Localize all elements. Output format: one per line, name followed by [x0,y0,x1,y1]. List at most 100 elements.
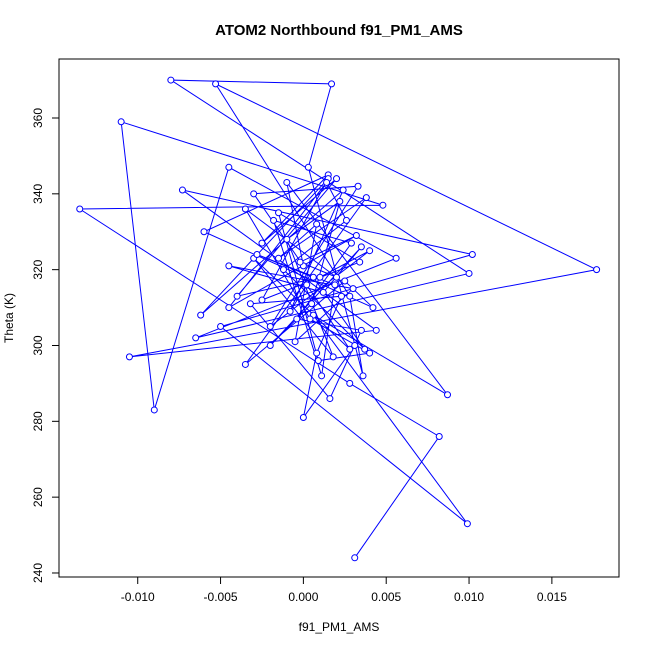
data-point [319,288,327,296]
data-point [293,315,301,323]
data-point [435,432,443,440]
data-point [167,76,175,84]
data-point [291,338,299,346]
data-point [333,273,341,281]
data-point [328,80,336,88]
data-point [309,273,317,281]
data-point [313,349,321,357]
y-tick-label: 340 [31,183,45,203]
data-point [241,360,249,368]
data-point [339,186,347,194]
y-axis: 240 260 280 300 320 340 360 [31,108,60,583]
y-tick-label: 300 [31,335,45,355]
data-point [366,247,374,255]
data-point [326,395,334,403]
data-point [316,273,324,281]
data-point [266,341,274,349]
data-point [212,80,220,88]
data-point [356,258,364,266]
data-point [593,266,601,274]
data-point [246,300,254,308]
data-point [362,194,370,202]
data-point [225,262,233,270]
data-point [323,178,331,186]
x-tick-label: 0.015 [537,590,567,604]
data-point [347,239,355,247]
data-point [225,304,233,312]
data-point [314,357,322,365]
data-point [280,266,287,274]
data-point [217,323,225,331]
data-point [346,345,354,353]
data-point [351,341,359,349]
data-point [117,118,125,126]
y-tick-label: 280 [31,411,45,431]
chart-title: ATOM2 Northbound f91_PM1_AMS [215,22,463,39]
data-point [303,281,311,289]
y-tick-label: 320 [31,259,45,279]
data-point [225,163,233,171]
data-point [304,163,312,171]
data-point [354,182,362,190]
data-point [283,178,291,186]
data-point [313,220,321,228]
y-tick-label: 260 [31,487,45,507]
y-axis-label: Theta (K) [2,293,16,343]
data-point [342,216,350,224]
y-tick-label: 240 [31,563,45,583]
data-point [349,285,357,293]
data-point [341,277,349,285]
data-point [331,281,339,289]
data-point [329,353,337,361]
x-axis-label: f91_PM1_AMS [299,620,380,634]
x-tick-label: -0.010 [121,590,155,604]
data-point [125,353,133,361]
data-point [150,406,158,414]
y-tick-label: 360 [31,108,45,128]
data-point [306,315,314,323]
data-point [337,292,345,300]
data-point [357,243,365,251]
data-point [178,186,186,194]
data-point [372,326,380,334]
data-point [444,391,452,399]
data-point [359,372,367,380]
x-axis: -0.010 -0.005 0.000 0.005 0.010 0.015 [121,576,567,604]
data-point [351,554,359,562]
x-tick-label: 0.010 [454,590,484,604]
data-point [336,197,344,205]
data-point [318,372,326,380]
data-point [357,326,365,334]
data-point [465,269,473,277]
data-point [369,304,377,312]
data-point [258,239,266,247]
data-point [463,520,471,528]
data-point [308,300,316,308]
data-point [296,258,304,266]
data-point [333,175,341,183]
data-point [352,232,360,240]
data-point [379,201,387,209]
data-point [346,379,354,387]
data-point [299,414,307,422]
data-point [392,254,400,262]
data-point [346,292,354,300]
data-point [241,205,249,213]
data-point [283,235,291,243]
data-point [266,323,274,331]
data-point [275,209,283,217]
x-tick-label: -0.005 [204,590,238,604]
x-tick-label: 0.000 [288,590,318,604]
series-layer [76,76,601,562]
data-point [192,334,200,342]
data-point [233,292,241,300]
data-point [76,205,84,213]
data-point [270,216,278,224]
series-line [78,79,599,559]
data-point [366,349,374,357]
data-point [200,228,208,236]
data-point [286,307,294,315]
data-point [258,296,266,304]
data-point [468,250,476,258]
